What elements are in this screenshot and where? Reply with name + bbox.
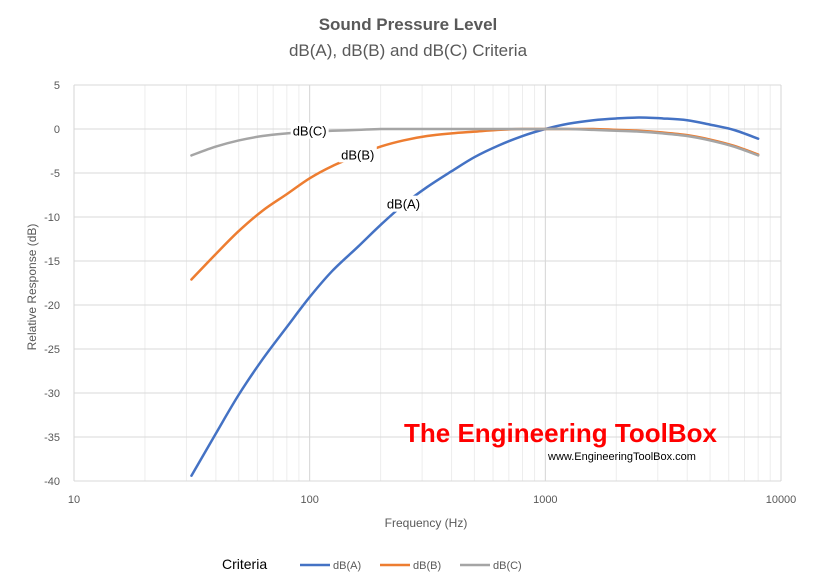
y-axis-ticks: 5 0 -5 -10 -15 -20 -25 -30 -35 -40 — [44, 80, 60, 488]
y-tick-label: -20 — [44, 300, 60, 312]
y-tick-label: -35 — [44, 432, 60, 444]
series-line-dbc — [190, 127, 760, 157]
watermark-title: The Engineering ToolBox — [404, 418, 718, 448]
series-label: dB(A) — [387, 197, 420, 212]
y-tick-label: -30 — [44, 388, 60, 400]
series-line-dba — [190, 116, 760, 477]
y-tick-label: -5 — [50, 168, 60, 180]
watermark: The Engineering ToolBox www.EngineeringT… — [404, 418, 718, 463]
x-tick-label: 100 — [300, 494, 318, 506]
series-lines — [190, 116, 760, 477]
series-labels: dB(C) dB(B) dB(A) — [290, 122, 423, 212]
x-tick-label: 1000 — [533, 494, 557, 506]
y-tick-label: -10 — [44, 212, 60, 224]
series-label-bg — [290, 122, 329, 139]
y-axis-label: Relative Response (dB) — [25, 224, 39, 351]
legend: Criteria dB(A) dB(B) dB(C) — [222, 556, 522, 572]
series-label: dB(C) — [293, 124, 327, 139]
legend-item-label: dB(C) — [493, 560, 522, 572]
y-tick-label: 0 — [54, 124, 60, 136]
y-tick-label: -40 — [44, 476, 60, 488]
legend-item-label: dB(B) — [413, 560, 441, 572]
y-tick-label: -15 — [44, 256, 60, 268]
legend-title: Criteria — [222, 556, 267, 572]
grid-lines — [73, 84, 782, 482]
y-tick-label: 5 — [54, 80, 60, 92]
x-tick-label: 10 — [68, 494, 80, 506]
x-axis-ticks: 10 100 1000 10000 — [68, 494, 796, 506]
legend-item-label: dB(A) — [333, 560, 361, 572]
series-label: dB(B) — [341, 147, 374, 162]
watermark-url: www.EngineeringToolBox.com — [547, 451, 696, 463]
series-label-bg — [338, 146, 377, 163]
chart-title: Sound Pressure Level — [319, 15, 498, 34]
x-axis-label: Frequency (Hz) — [385, 516, 468, 530]
x-tick-label: 10000 — [766, 494, 797, 506]
y-tick-label: -25 — [44, 344, 60, 356]
series-label-bg — [384, 195, 423, 212]
chart-subtitle: dB(A), dB(B) and dB(C) Criteria — [289, 41, 528, 60]
